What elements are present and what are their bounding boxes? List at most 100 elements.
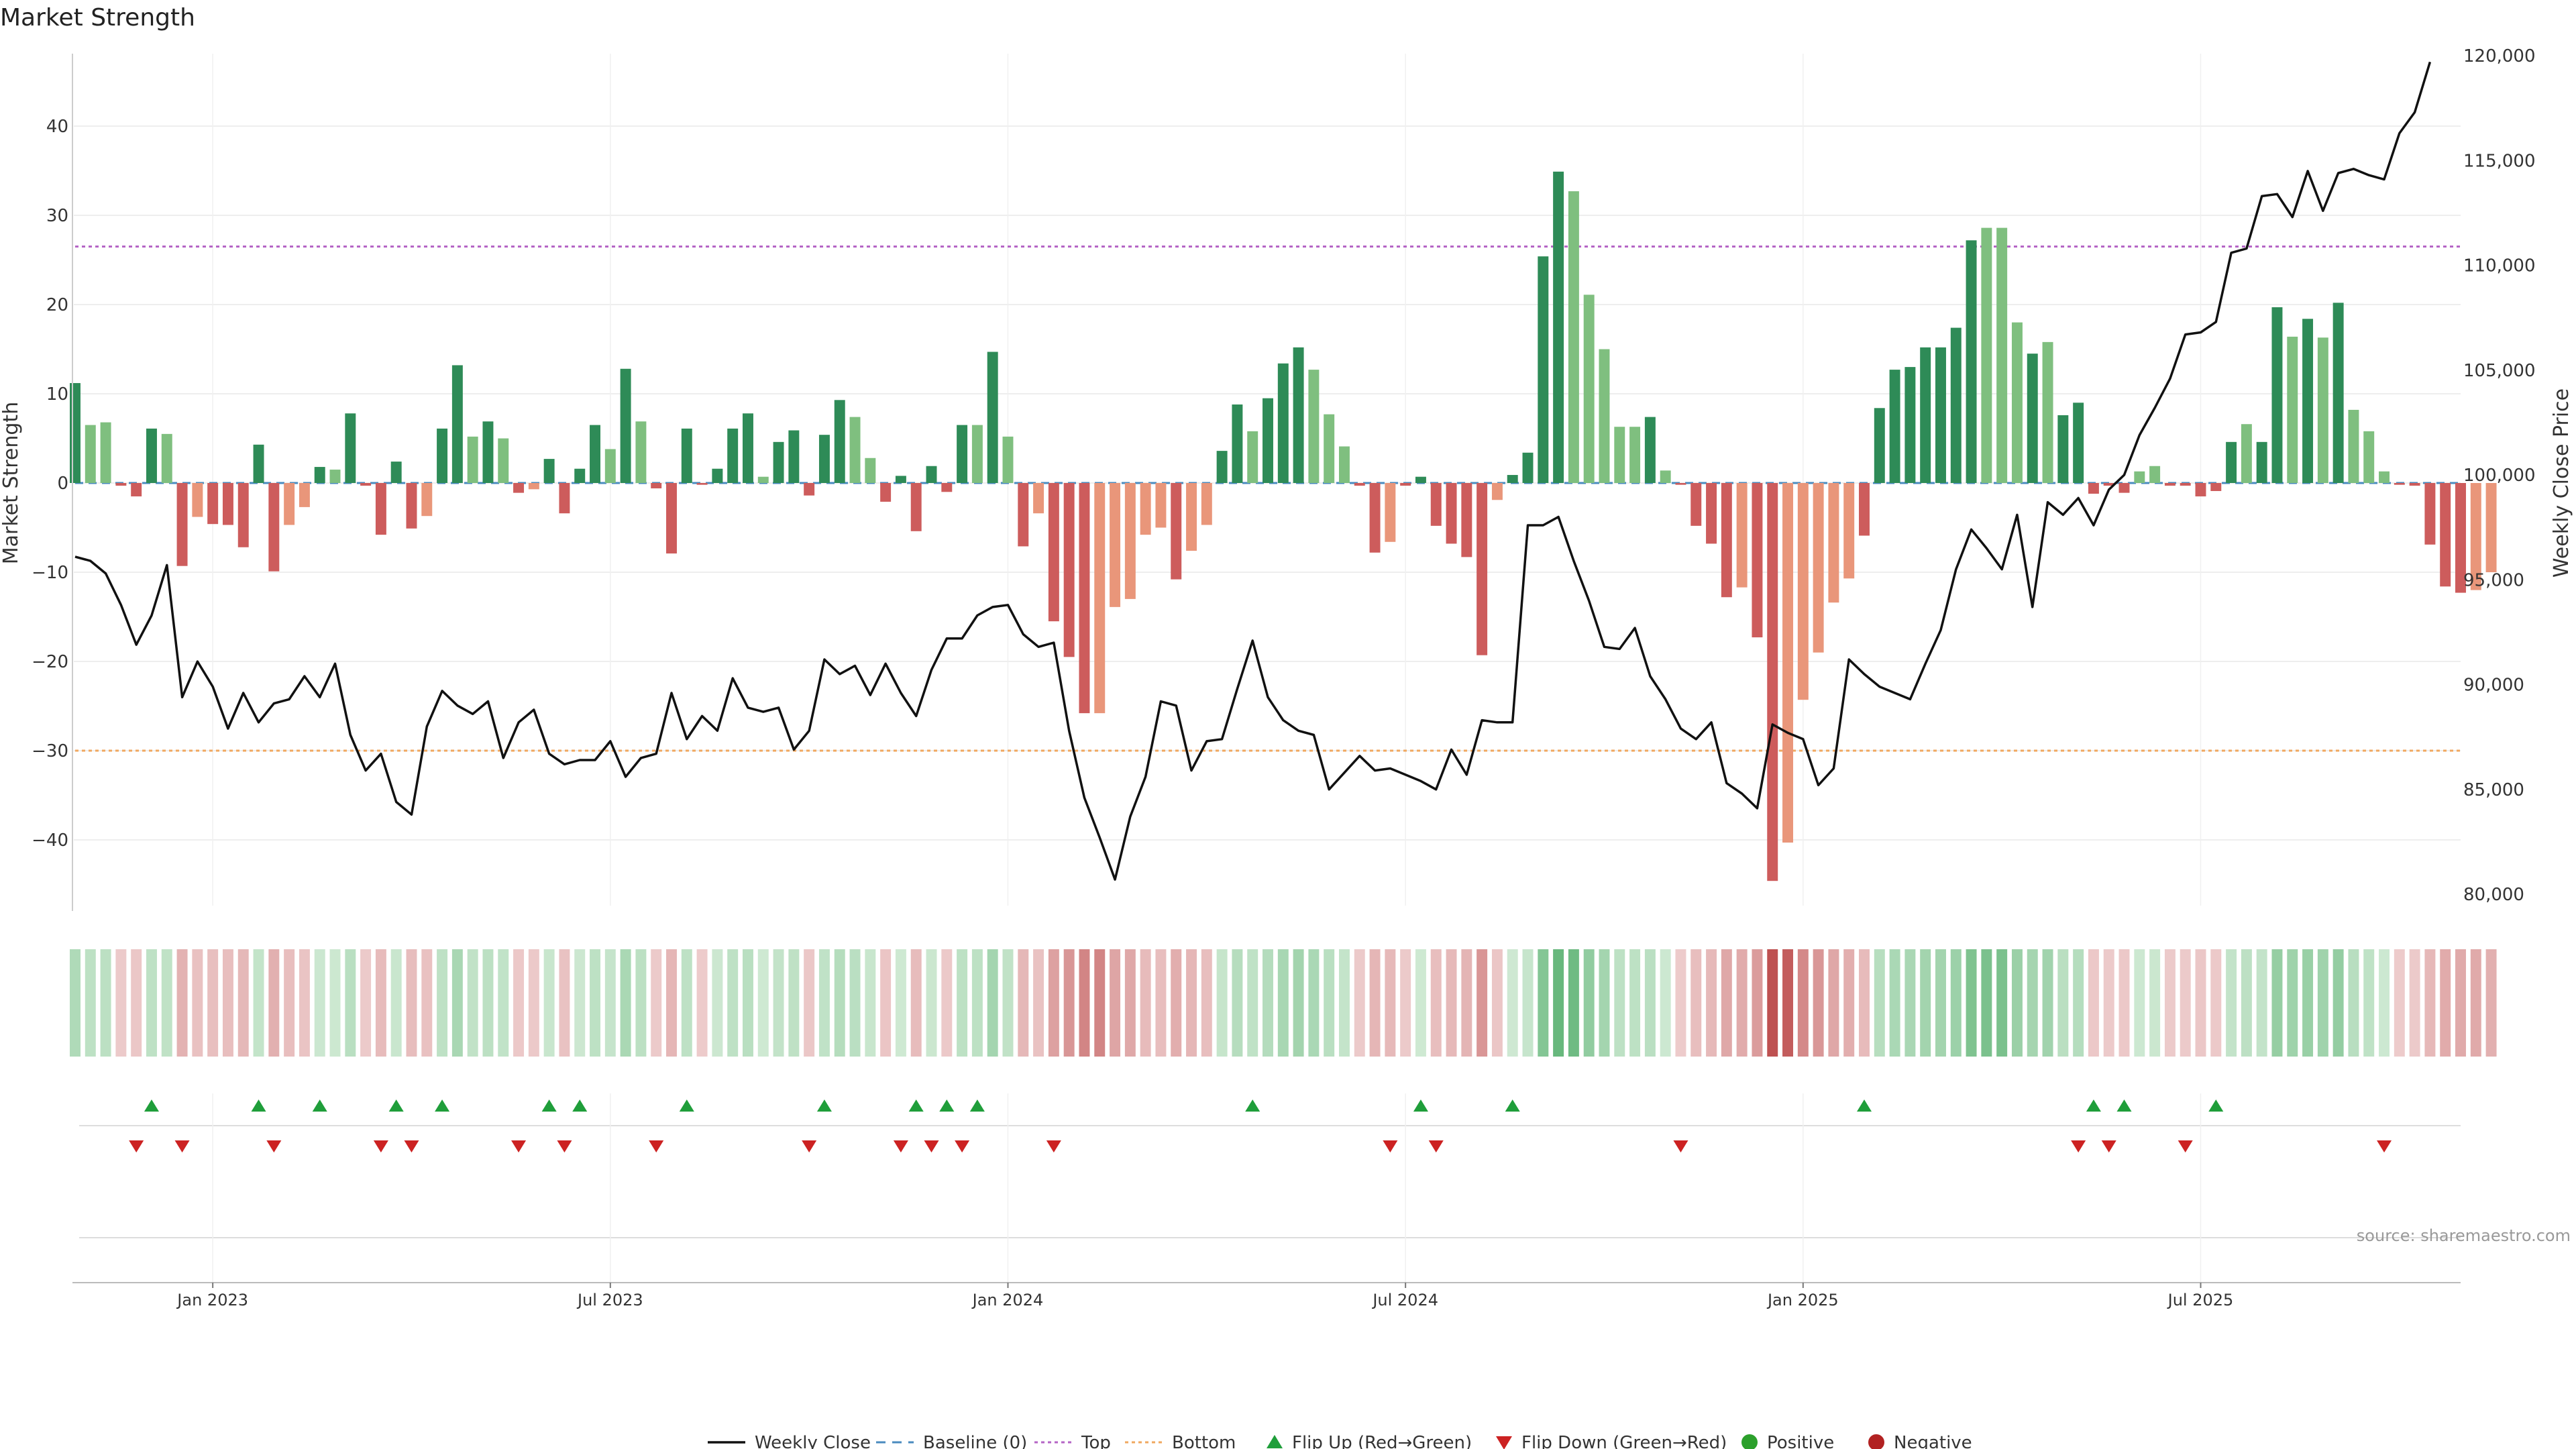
heat-cell: [2226, 949, 2237, 1057]
heat-cell: [1889, 949, 1900, 1057]
strength-bar: [161, 433, 172, 483]
heat-cell: [1430, 949, 1442, 1057]
heat-cell: [1966, 949, 1977, 1057]
heat-cell: [2317, 949, 2328, 1057]
strength-bar: [513, 483, 525, 493]
strength-bar: [1644, 417, 1656, 483]
heat-cell: [1904, 949, 1916, 1057]
flip-down-marker: [129, 1140, 144, 1152]
strength-bar: [1002, 436, 1014, 483]
heat-cell: [1446, 949, 1457, 1057]
strength-bar: [727, 428, 739, 483]
flip-up-marker: [2086, 1099, 2101, 1112]
heat-cell: [1400, 949, 1411, 1057]
strength-bar: [207, 483, 219, 525]
strength-bar: [2057, 415, 2069, 483]
strength-bar: [421, 483, 433, 517]
strength-bar: [1614, 427, 1625, 483]
heat-cell: [1263, 949, 1273, 1057]
left-tick-label: −10: [32, 563, 68, 583]
legend-label: Weekly Close: [755, 1433, 871, 1449]
heat-cell: [222, 949, 233, 1057]
heat-cell: [1048, 949, 1059, 1057]
heat-cell: [528, 949, 539, 1057]
heat-cell: [1124, 949, 1136, 1057]
strength-bar: [1690, 483, 1702, 526]
legend-label: Baseline (0): [923, 1433, 1027, 1449]
x-tick-label: Jan 2025: [1766, 1291, 1839, 1309]
strength-bar: [345, 413, 356, 483]
strength-bar: [1155, 483, 1167, 528]
heat-cell: [1736, 949, 1748, 1057]
heat-cell: [1782, 949, 1794, 1057]
left-tick-label: 40: [46, 117, 68, 137]
heat-cell: [971, 949, 983, 1057]
strength-bar: [406, 483, 417, 529]
left-tick-label: 20: [46, 295, 68, 315]
legend-label: Bottom: [1172, 1433, 1236, 1449]
strength-bar: [314, 467, 325, 483]
heat-cell: [1996, 949, 2008, 1057]
strength-bar: [2470, 483, 2481, 590]
strength-bar: [253, 444, 264, 483]
strength-bar: [651, 483, 662, 488]
heat-cell: [2485, 949, 2497, 1057]
heat-cell: [2164, 949, 2176, 1057]
flip-up-marker: [1857, 1099, 1872, 1112]
heat-cell: [1629, 949, 1641, 1057]
heat-cell: [1553, 949, 1564, 1057]
left-tick-label: 0: [57, 474, 68, 494]
heat-cell: [910, 949, 922, 1057]
flip-up-marker: [541, 1099, 557, 1112]
strength-bar: [85, 425, 96, 483]
heat-cell: [987, 949, 998, 1057]
heat-cell: [1155, 949, 1167, 1057]
flip-up-marker: [2116, 1099, 2132, 1112]
heat-cell: [1660, 949, 1671, 1057]
right-tick-label: 85,000: [2463, 780, 2524, 800]
strength-bar: [620, 368, 631, 483]
heat-cell: [100, 949, 111, 1057]
heat-cell: [1094, 949, 1106, 1057]
x-tick-label: Jul 2023: [576, 1291, 643, 1309]
heat-cell: [192, 949, 203, 1057]
strength-bar: [2485, 483, 2497, 572]
flip-down-marker: [1046, 1140, 1061, 1152]
heat-cell: [2241, 949, 2252, 1057]
strength-bar: [1996, 227, 2008, 483]
strength-bar: [818, 435, 830, 483]
strength-bar: [1874, 408, 1885, 483]
axes: −40 −30 −20 −10 0 10 20 30 40 80,000 85,000 90,000 9…: [0, 46, 2573, 911]
x-tick-label: Jul 2024: [1371, 1291, 1438, 1309]
strength-bar: [1935, 347, 1946, 483]
heat-cell: [1477, 949, 1488, 1057]
strength-bar: [2149, 466, 2161, 483]
strength-bar: [2287, 336, 2298, 483]
strength-bar: [1461, 483, 1472, 557]
strength-bar: [2027, 354, 2038, 483]
strength-bar: [2348, 409, 2359, 483]
strength-bar: [2118, 483, 2130, 493]
heat-cell: [2210, 949, 2222, 1057]
strength-bar: [1477, 483, 1488, 655]
strength-bar: [2256, 441, 2267, 483]
left-tick-label: −20: [32, 652, 68, 672]
flip-up-marker: [388, 1099, 404, 1112]
heat-cell: [268, 949, 280, 1057]
strength-bar: [2103, 483, 2114, 486]
heat-cell: [2379, 949, 2390, 1057]
heat-cell: [329, 949, 341, 1057]
heat-cell: [818, 949, 830, 1057]
strength-bar: [1048, 483, 1059, 622]
right-tick-label: 115,000: [2463, 151, 2536, 171]
flip-down-marker: [1383, 1140, 1398, 1152]
strength-bar: [2226, 441, 2237, 483]
flip-down-marker: [557, 1140, 572, 1152]
x-tick-label: Jan 2023: [176, 1291, 248, 1309]
heat-cell: [1599, 949, 1610, 1057]
strength-bar: [788, 430, 800, 483]
strength-bar: [100, 422, 111, 483]
strength-bar: [2164, 483, 2176, 486]
flip-up-marker: [144, 1099, 159, 1112]
heat-cell: [635, 949, 647, 1057]
